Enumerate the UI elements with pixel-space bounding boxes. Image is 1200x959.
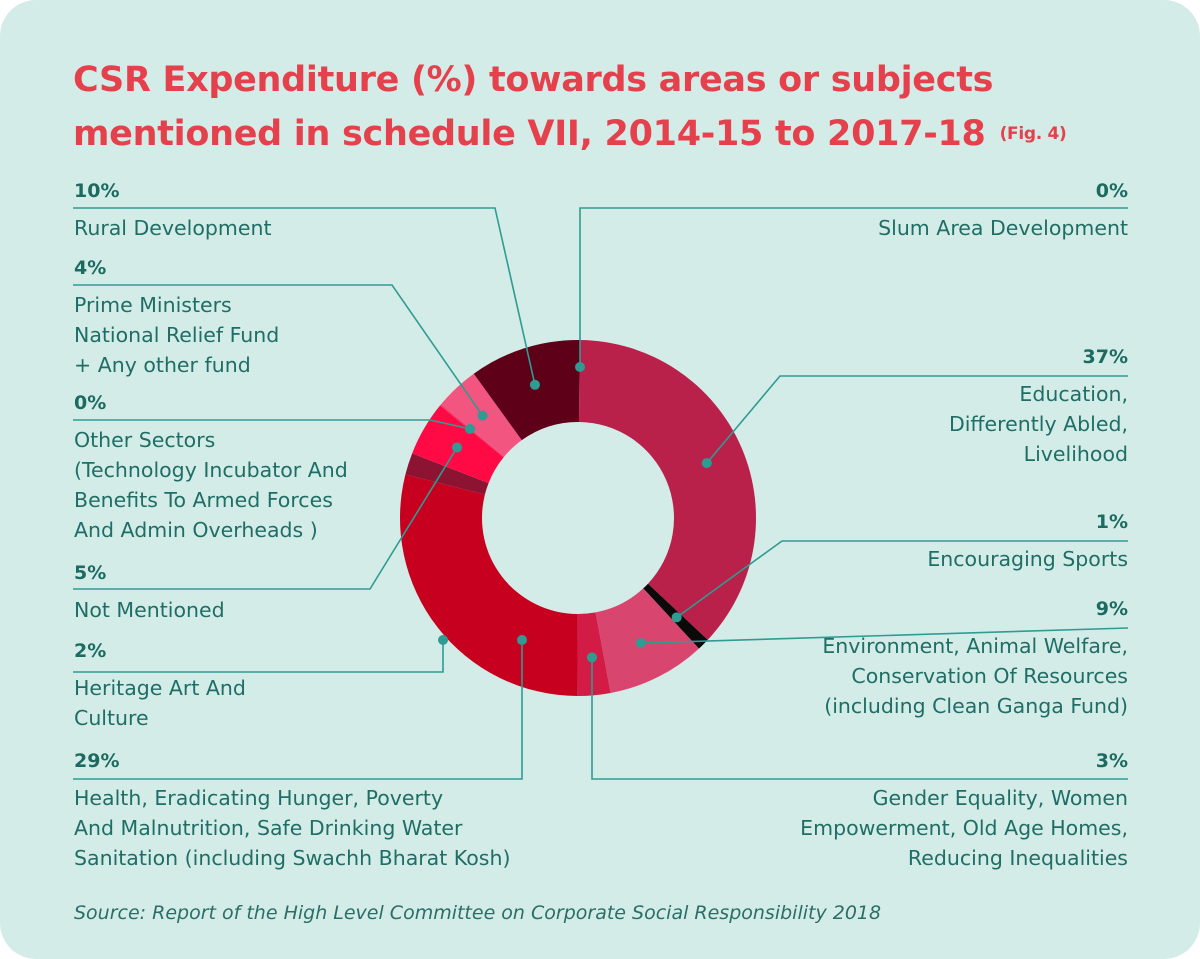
label-text: Heritage Art And Culture bbox=[74, 676, 246, 730]
label-value: 0% bbox=[1095, 180, 1128, 202]
leader-line-rural-development bbox=[73, 207, 536, 385]
leader-dot-health-eradicating-hunger-pove bbox=[517, 635, 527, 645]
leader-dot-education-differently-abled-li bbox=[701, 458, 712, 469]
label-text: Health, Eradicating Hunger, Poverty And … bbox=[74, 786, 511, 870]
leader-dot-slum-area-development bbox=[575, 362, 585, 372]
label-encouraging-sports: 1% Encouraging Sports bbox=[927, 507, 1128, 574]
label-text: Other Sectors (Technology Incubator And … bbox=[74, 428, 348, 542]
leader-line-encouraging-sports bbox=[676, 540, 1128, 618]
slice-heritage-art-and-culture bbox=[405, 453, 489, 495]
chart-title-line-1: CSR Expenditure (%) towards areas or sub… bbox=[73, 60, 994, 100]
label-education: 37% Education, Differently Abled, Liveli… bbox=[949, 342, 1128, 469]
label-value: 9% bbox=[1095, 598, 1128, 620]
leader-dot-gender-equality-women-empowerm bbox=[587, 652, 597, 663]
leader-line-prime-ministers-national-relie bbox=[73, 284, 484, 417]
slice-environment-animal-welfare-con bbox=[595, 588, 699, 693]
label-not-mentioned: 5% Not Mentioned bbox=[74, 558, 225, 625]
label-value: 10% bbox=[74, 180, 120, 202]
leader-line-health-eradicating-hunger-pove bbox=[73, 640, 523, 780]
label-value: 2% bbox=[74, 640, 107, 662]
slice-education-differently-abled-li bbox=[579, 340, 757, 640]
label-value: 37% bbox=[1082, 346, 1128, 368]
label-text: Not Mentioned bbox=[74, 598, 225, 622]
label-value: 0% bbox=[74, 392, 107, 414]
label-pm-relief-fund: 4% Prime Ministers National Relief Fund … bbox=[74, 253, 279, 380]
leader-lines bbox=[73, 207, 1129, 780]
label-text: Environment, Animal Welfare, Conservatio… bbox=[822, 634, 1128, 718]
label-value: 1% bbox=[1095, 511, 1128, 533]
leader-dot-heritage-art-and-culture bbox=[438, 635, 448, 645]
leader-dot-prime-ministers-national-relie bbox=[477, 410, 488, 421]
label-slum-area: 0% Slum Area Development bbox=[878, 176, 1128, 243]
slice-rural-development bbox=[473, 340, 578, 441]
leader-line-not-mentioned bbox=[73, 447, 458, 590]
label-text: Education, Differently Abled, Livelihood bbox=[948, 382, 1128, 466]
label-value: 29% bbox=[74, 750, 120, 772]
label-other-sectors: 0% Other Sectors (Technology Incubator A… bbox=[74, 388, 348, 545]
label-value: 4% bbox=[74, 257, 107, 279]
label-rural-development: 10% Rural Development bbox=[74, 176, 272, 243]
label-heritage-art: 2% Heritage Art And Culture bbox=[74, 636, 246, 733]
source-note: Source: Report of the High Level Committ… bbox=[74, 902, 882, 924]
label-text: Prime Ministers National Relief Fund + A… bbox=[74, 293, 280, 377]
leader-dot-environment-animal-welfare-con bbox=[635, 638, 646, 649]
chart-title-line-2: mentioned in schedule VII, 2014-15 to 20… bbox=[73, 114, 1067, 154]
label-text: Gender Equality, Women Empowerment, Old … bbox=[800, 786, 1128, 870]
leader-line-heritage-art-and-culture bbox=[73, 640, 444, 673]
label-value: 5% bbox=[74, 562, 107, 584]
leader-dot-encouraging-sports bbox=[671, 612, 682, 623]
label-text: Slum Area Development bbox=[878, 216, 1128, 240]
label-environment: 9% Environment, Animal Welfare, Conserva… bbox=[822, 594, 1128, 721]
leader-line-gender-equality-women-empowerm bbox=[591, 657, 1128, 780]
donut-slices bbox=[400, 340, 757, 696]
label-text: Encouraging Sports bbox=[927, 547, 1128, 571]
leader-line-education-differently-abled-li bbox=[706, 375, 1128, 464]
leader-line-slum-area-development bbox=[579, 207, 1128, 367]
chart-title-line-2-text: mentioned in schedule VII, 2014-15 to 20… bbox=[73, 114, 986, 154]
label-health-hunger: 29% Health, Eradicating Hunger, Poverty … bbox=[74, 746, 510, 873]
figure-label: (Fig. 4) bbox=[999, 124, 1067, 144]
slice-health-eradicating-hunger-pove bbox=[400, 474, 578, 696]
leader-dot-not-mentioned bbox=[452, 442, 463, 453]
leader-line-other-sectors-technology-incub bbox=[73, 419, 471, 430]
leader-dot-other-sectors-technology-incub bbox=[465, 423, 476, 434]
label-gender-equality: 3% Gender Equality, Women Empowerment, O… bbox=[800, 746, 1128, 873]
label-value: 3% bbox=[1095, 750, 1128, 772]
label-text: Rural Development bbox=[74, 216, 272, 240]
leader-dot-rural-development bbox=[529, 379, 540, 390]
leader-line-environment-animal-welfare-con bbox=[640, 627, 1129, 644]
